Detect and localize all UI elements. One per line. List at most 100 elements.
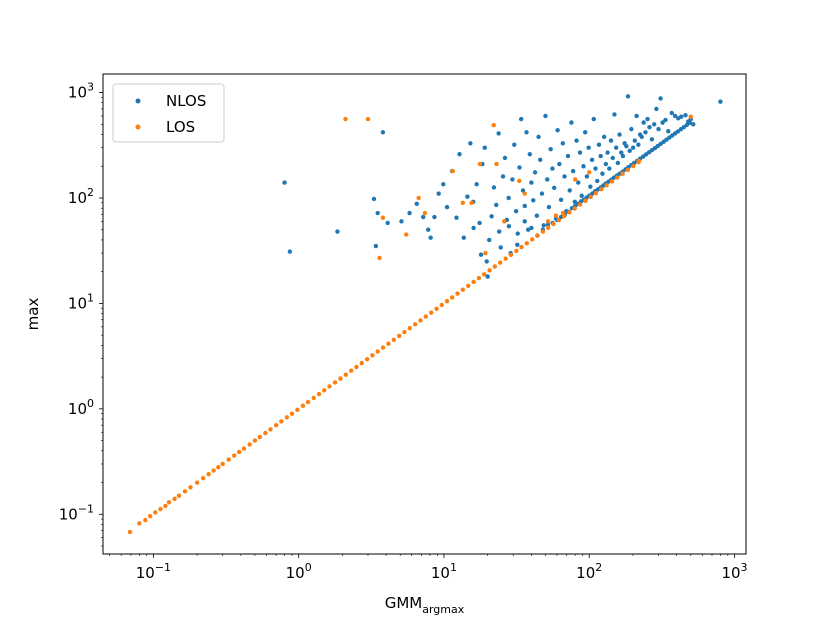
point-nlos [543, 113, 548, 119]
point-nlos [589, 157, 595, 163]
point-los [268, 427, 273, 432]
point-nlos [641, 120, 646, 125]
point-nlos [335, 229, 340, 234]
point-los [343, 372, 348, 377]
point-los [176, 493, 182, 498]
point-nlos [601, 134, 607, 140]
point-los [273, 422, 279, 428]
point-los [137, 521, 142, 526]
point-nlos [529, 180, 534, 185]
y-axis-ticks: 10−1 100 101 102 103 [59, 81, 103, 547]
point-nlos [634, 113, 639, 119]
point-los [166, 500, 172, 505]
point-los [514, 248, 519, 254]
point-los [494, 161, 499, 167]
point-nlos [478, 252, 484, 257]
point-nlos [539, 191, 545, 196]
point-nlos [629, 126, 634, 132]
point-los [450, 295, 455, 300]
point-nlos [672, 113, 678, 119]
point-nlos [600, 171, 605, 176]
point-los [434, 306, 439, 312]
point-los [620, 171, 625, 176]
point-nlos [444, 204, 450, 210]
point-los [460, 287, 466, 292]
point-los [172, 496, 177, 502]
point-nlos [588, 184, 593, 189]
point-los [194, 480, 200, 485]
point-los [412, 322, 418, 327]
point-los [237, 449, 242, 455]
point-nlos [574, 138, 579, 143]
point-nlos [500, 174, 506, 179]
point-nlos [582, 130, 588, 135]
point-nlos [586, 145, 591, 150]
point-nlos [617, 132, 622, 137]
point-nlos [663, 117, 668, 123]
point-nlos [454, 215, 459, 220]
point-los [423, 314, 428, 319]
point-nlos [624, 143, 629, 149]
point-nlos [432, 214, 437, 220]
point-nlos [660, 120, 665, 125]
point-nlos [691, 122, 696, 127]
point-nlos [414, 201, 419, 207]
point-nlos [522, 203, 527, 209]
point-nlos [524, 130, 529, 135]
y-tick-label: 10−1 [59, 502, 94, 523]
point-nlos [683, 113, 688, 118]
point-nlos [527, 152, 533, 157]
point-nlos [570, 168, 576, 174]
point-los [200, 475, 206, 481]
point-nlos [550, 166, 555, 171]
point-los [477, 161, 483, 167]
point-nlos [502, 155, 508, 161]
point-nlos [531, 198, 536, 203]
point-nlos [457, 152, 462, 157]
point-nlos [675, 129, 681, 134]
point-nlos [538, 157, 543, 163]
point-nlos [666, 129, 671, 134]
point-los [322, 388, 327, 393]
point-nlos [494, 202, 499, 208]
point-nlos [605, 150, 610, 155]
point-nlos [496, 131, 501, 136]
point-los [519, 244, 524, 250]
point-los [295, 407, 300, 412]
point-nlos [636, 142, 641, 147]
point-los [545, 219, 551, 224]
point-nlos [613, 145, 619, 150]
point-los [422, 210, 428, 216]
point-nlos [534, 213, 540, 218]
point-los [216, 464, 221, 470]
point-nlos [608, 138, 614, 143]
point-nlos [484, 259, 489, 264]
point-los [377, 255, 382, 261]
point-los [305, 399, 311, 405]
point-los [226, 457, 231, 462]
point-los [567, 210, 572, 215]
point-nlos [558, 197, 564, 203]
point-nlos [577, 150, 583, 155]
point-nlos [645, 116, 650, 122]
point-los [450, 168, 455, 174]
y-axis-label: max [24, 298, 42, 331]
point-nlos [681, 124, 687, 130]
point-nlos [515, 242, 520, 247]
point-los [316, 391, 322, 397]
point-los [588, 194, 593, 200]
point-los [263, 430, 268, 436]
point-los [636, 159, 641, 165]
point-los [471, 279, 476, 285]
point-nlos [627, 148, 632, 154]
point-nlos [465, 194, 470, 199]
point-los [540, 229, 546, 234]
point-los [396, 333, 402, 339]
x-tick-label: 101 [431, 561, 457, 582]
point-nlos [565, 153, 571, 159]
point-nlos [643, 130, 648, 135]
point-nlos [498, 245, 503, 250]
point-nlos [371, 196, 377, 202]
point-nlos [399, 219, 404, 224]
